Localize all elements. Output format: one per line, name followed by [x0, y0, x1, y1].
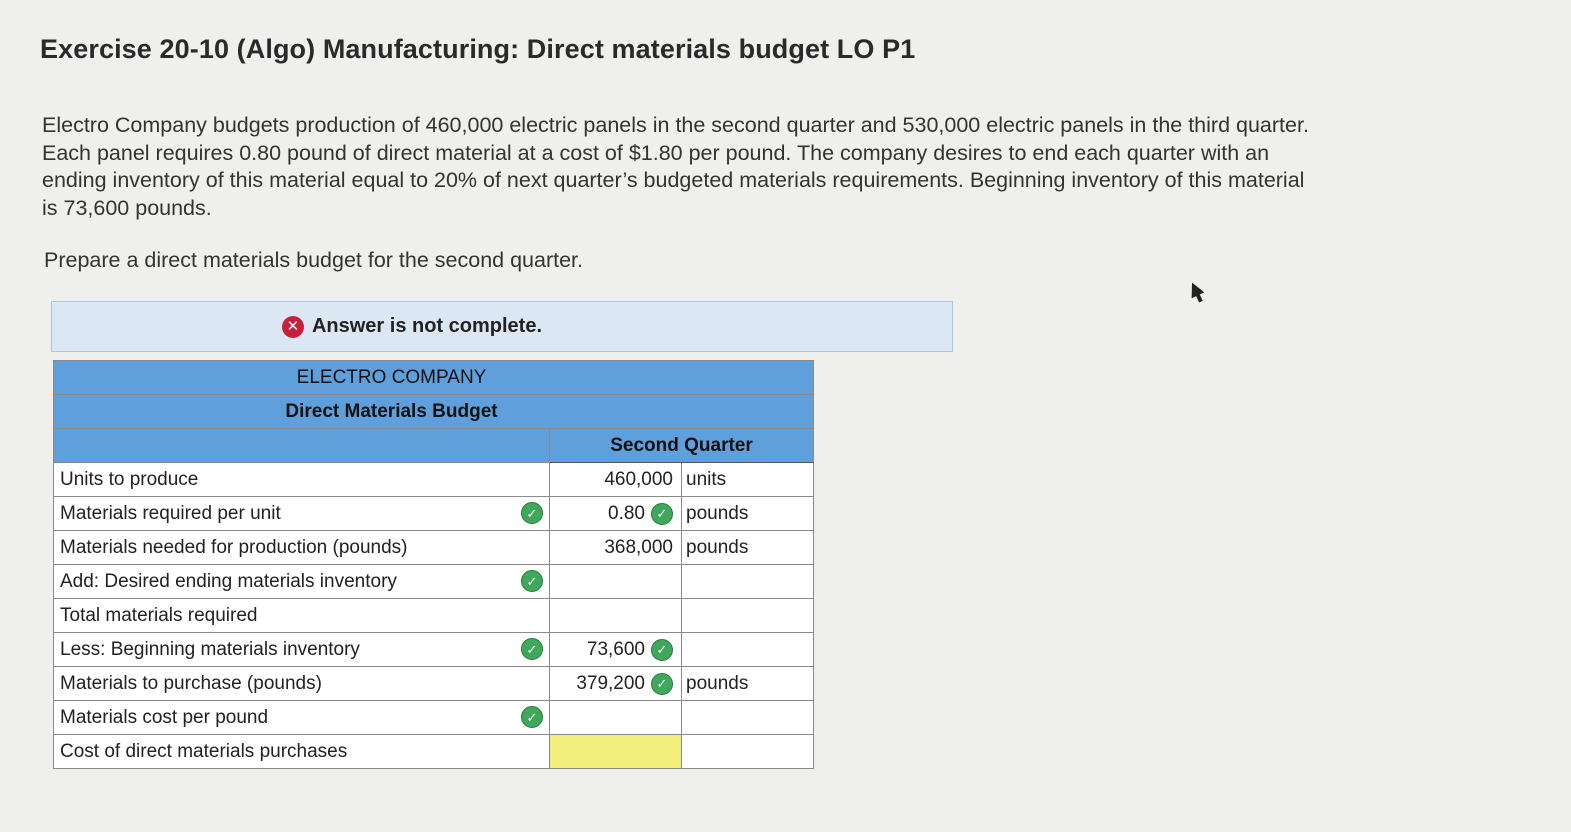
value-input-cell[interactable]: 73,600 ✓ — [549, 632, 682, 667]
row-label: Units to produce — [53, 462, 484, 497]
row-check-cell — [483, 598, 550, 633]
value-input-cell[interactable]: 0.80 ✓ — [549, 496, 682, 531]
answer-status-text: Answer is not complete. — [311, 315, 543, 337]
unit-select-cell[interactable]: pounds — [681, 530, 814, 565]
x-circle-icon: ✕ — [281, 315, 304, 338]
table-row: Materials to purchase (pounds) 379,200 ✓ po… — [53, 666, 814, 701]
row-check-cell — [483, 666, 550, 701]
table-row: Less: Beginning materials inventory ✓ 73,6… — [53, 632, 814, 667]
check-icon: ✓ — [521, 570, 543, 593]
row-label: Less: Beginning materials inventory — [53, 632, 484, 667]
exercise-title: Exercise 20-10 (Algo) Manufacturing: Dir… — [40, 34, 916, 64]
check-icon: ✓ — [521, 706, 543, 729]
value-input-cell[interactable]: 460,000 — [549, 462, 682, 497]
row-value: 0.80 — [608, 502, 645, 524]
value-input-cell[interactable] — [549, 734, 682, 769]
row-check-cell — [483, 734, 550, 769]
row-value: 379,200 — [576, 672, 645, 694]
value-input-cell[interactable]: 368,000 — [549, 530, 682, 565]
unit-select-cell[interactable] — [681, 700, 814, 735]
row-label: Materials needed for production (pounds) — [53, 530, 484, 565]
row-check-cell — [483, 462, 550, 497]
row-check-cell: ✓ — [483, 564, 550, 599]
description-line: is 73,600 pounds. — [42, 195, 212, 220]
row-label: Add: Desired ending materials inventory — [53, 564, 484, 599]
value-input-cell[interactable] — [549, 700, 682, 735]
check-icon: ✓ — [521, 502, 543, 525]
row-check-cell: ✓ — [483, 496, 550, 531]
task-prompt: Prepare a direct materials budget for th… — [44, 248, 584, 272]
description-line: Electro Company budgets production of 46… — [42, 113, 1309, 137]
unit-select-cell[interactable] — [681, 734, 814, 769]
description-line: ending inventory of this material equal … — [42, 168, 1305, 192]
direct-materials-budget-table: ELECTRO COMPANY Direct Materials Budget … — [53, 360, 814, 769]
table-row: Cost of direct materials purchases — [53, 734, 814, 769]
row-value: 368,000 — [604, 536, 673, 558]
company-name: ELECTRO COMPANY — [53, 360, 814, 395]
check-icon: ✓ — [651, 638, 673, 661]
unit-select-cell[interactable] — [681, 632, 814, 667]
unit-select-cell[interactable] — [681, 598, 814, 633]
check-icon: ✓ — [521, 638, 543, 661]
unit-select-cell[interactable] — [681, 564, 814, 599]
unit-select-cell[interactable]: pounds — [681, 666, 814, 701]
budget-title: Direct Materials Budget — [53, 394, 814, 429]
table-row: Materials cost per pound ✓ — [53, 700, 814, 735]
check-icon: ✓ — [651, 672, 673, 695]
row-value: 73,600 — [586, 638, 645, 660]
row-value: 460,000 — [604, 468, 673, 490]
value-input-cell[interactable]: 379,200 ✓ — [549, 666, 682, 701]
unit-select-cell[interactable]: pounds — [681, 496, 814, 531]
mouse-cursor-icon — [1185, 279, 1205, 299]
unit-select-cell[interactable]: units — [681, 462, 814, 497]
table-row: Materials needed for production (pounds)… — [53, 530, 814, 565]
value-input-cell[interactable] — [549, 564, 682, 599]
row-check-cell — [483, 530, 550, 565]
answer-status-banner: ✕ Answer is not complete. — [51, 301, 953, 352]
description-line: Each panel requires 0.80 pound of direct… — [42, 140, 1270, 165]
table-row: Materials required per unit ✓ 0.80 ✓ pounds — [53, 496, 814, 531]
column-header-second-quarter: Second Quarter — [549, 428, 814, 463]
check-icon: ✓ — [651, 502, 673, 525]
row-label: Materials cost per pound — [53, 700, 484, 735]
table-row: Add: Desired ending materials inventory ✓ — [53, 564, 814, 599]
header-blank — [53, 428, 550, 463]
table-row: Units to produce 460,000 units — [53, 462, 814, 497]
row-label: Cost of direct materials purchases — [53, 734, 484, 769]
row-check-cell: ✓ — [483, 632, 550, 667]
row-check-cell: ✓ — [483, 700, 550, 735]
value-input-cell[interactable] — [549, 598, 682, 633]
problem-description: Electro Company budgets production of 46… — [42, 112, 1442, 222]
row-label: Materials required per unit — [53, 496, 484, 531]
row-label: Total materials required — [53, 598, 484, 633]
table-row: Total materials required — [53, 598, 814, 633]
row-label: Materials to purchase (pounds) — [53, 666, 484, 701]
